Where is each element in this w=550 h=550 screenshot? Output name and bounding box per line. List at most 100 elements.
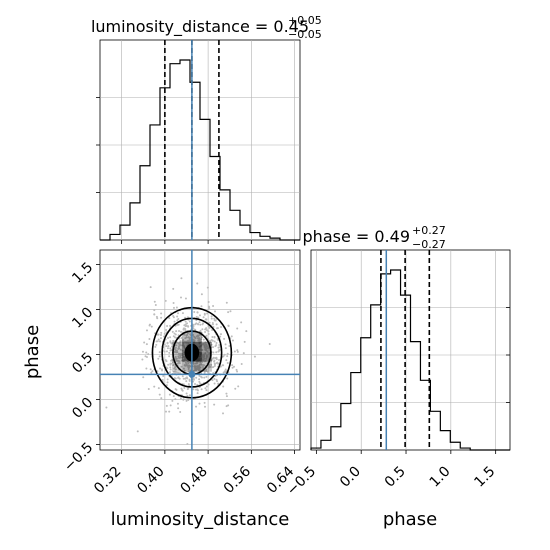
scatter-point: [169, 324, 172, 327]
scatter-point: [207, 346, 210, 349]
scatter-point: [187, 383, 190, 386]
scatter-point: [181, 312, 184, 315]
scatter-point: [227, 325, 230, 328]
scatter-point: [157, 357, 160, 360]
scatter-point: [105, 406, 108, 409]
scatter-point: [210, 359, 213, 362]
scatter-point: [175, 330, 178, 333]
scatter-point: [143, 341, 146, 344]
density-cell: [201, 341, 212, 352]
scatter-point: [169, 368, 172, 371]
scatter-point: [169, 349, 172, 352]
density-cell: [171, 341, 182, 352]
scatter-point: [165, 366, 168, 369]
scatter-point: [186, 394, 189, 397]
scatter-point: [179, 340, 182, 343]
scatter-point: [226, 355, 229, 358]
scatter-point: [237, 385, 240, 388]
scatter-point: [187, 368, 190, 371]
scatter-point: [174, 355, 177, 358]
scatter-point: [214, 310, 217, 313]
scatter-point: [184, 337, 187, 340]
scatter-point: [222, 385, 225, 388]
scatter-point: [236, 350, 239, 353]
scatter-point: [158, 340, 161, 343]
scatter-point: [159, 367, 162, 370]
scatter-point: [225, 405, 228, 408]
scatter-point: [192, 378, 195, 381]
scatter-point: [159, 334, 162, 337]
scatter-point: [187, 366, 190, 369]
density-cell: [171, 351, 182, 362]
scatter-point: [174, 346, 177, 349]
scatter-point: [207, 333, 210, 336]
scatter-point: [148, 338, 151, 341]
scatter-point: [213, 364, 216, 367]
scatter-point: [211, 366, 214, 369]
scatter-point: [182, 328, 185, 331]
scatter-point: [178, 341, 181, 344]
scatter-point: [231, 364, 234, 367]
scatter-point: [201, 343, 204, 346]
scatter-point: [206, 286, 209, 289]
scatter-point: [197, 323, 200, 326]
scatter-point: [174, 398, 177, 401]
scatter-point: [185, 376, 188, 379]
scatter-point: [240, 362, 243, 365]
scatter-point: [179, 356, 182, 359]
scatter-point: [200, 388, 203, 391]
scatter-point: [245, 330, 248, 333]
scatter-point: [174, 368, 177, 371]
scatter-point: [219, 335, 222, 338]
scatter-point: [253, 355, 256, 358]
scatter-point: [198, 337, 201, 340]
scatter-point: [183, 333, 186, 336]
scatter-point: [204, 405, 207, 408]
scatter-point: [174, 350, 177, 353]
scatter-point: [145, 356, 148, 359]
scatter-point: [163, 332, 166, 335]
scatter-point: [154, 345, 157, 348]
scatter-point: [200, 305, 203, 308]
scatter-point: [145, 351, 148, 354]
scatter-point: [203, 360, 206, 363]
scatter-point: [163, 350, 166, 353]
scatter-point: [145, 343, 148, 346]
scatter-point: [210, 363, 213, 366]
scatter-point: [184, 329, 187, 332]
scatter-point: [175, 388, 178, 391]
scatter-point: [182, 367, 185, 370]
scatter-point: [193, 365, 196, 368]
scatter-point: [172, 306, 175, 309]
scatter-point: [210, 315, 213, 318]
scatter-point: [172, 301, 175, 304]
scatter-point: [213, 377, 216, 380]
scatter-point: [179, 397, 182, 400]
scatter-point: [213, 382, 216, 385]
scatter-point: [216, 380, 219, 383]
scatter-point: [192, 338, 195, 341]
scatter-point: [205, 356, 208, 359]
scatter-point: [201, 328, 204, 331]
scatter-point: [231, 366, 234, 369]
scatter-point: [205, 357, 208, 360]
scatter-point: [141, 350, 144, 353]
scatter-point: [202, 316, 205, 319]
scatter-point: [184, 364, 187, 367]
scatter-point: [226, 377, 229, 380]
scatter-point: [223, 370, 226, 373]
scatter-point: [188, 320, 191, 323]
scatter-point: [229, 310, 232, 313]
scatter-point: [236, 370, 239, 373]
scatter-point: [211, 379, 214, 382]
scatter-point: [186, 332, 189, 335]
scatter-point: [174, 336, 177, 339]
scatter-point: [179, 330, 182, 333]
x-tick-label-phase: 1.5: [471, 464, 498, 491]
scatter-point: [205, 345, 208, 348]
scatter-point: [203, 401, 206, 404]
scatter-point: [204, 331, 207, 334]
scatter-point: [187, 364, 190, 367]
scatter-point: [240, 321, 243, 324]
scatter-point: [207, 371, 210, 374]
